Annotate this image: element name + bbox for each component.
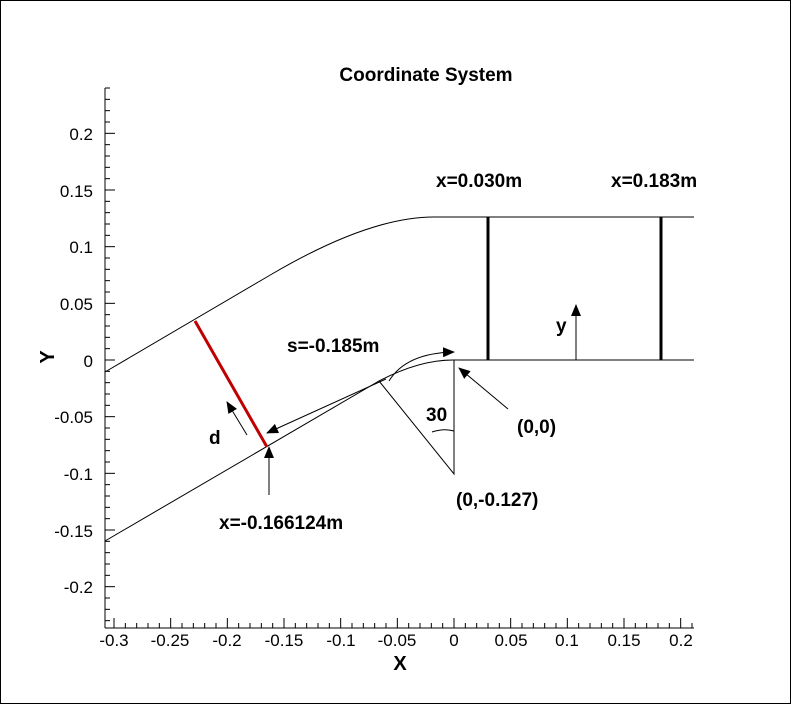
x-tick-label: -0.3	[99, 631, 128, 650]
x-axis-title: X	[393, 653, 407, 675]
y-axis-title: Y	[37, 350, 59, 364]
section-line-red	[193, 320, 269, 448]
y-tick-label: 0.1	[69, 238, 93, 257]
y-tick-label: 0.05	[60, 295, 93, 314]
s-arrow-back	[266, 378, 387, 434]
x-tick-label: -0.15	[265, 631, 304, 650]
x-tick-label: 0.15	[607, 631, 640, 650]
y-tick-label: -0.1	[64, 465, 93, 484]
x-tick-label: 0.05	[494, 631, 527, 650]
x-tick-label: 0.1	[555, 631, 579, 650]
label-y: y	[556, 316, 567, 337]
x-tick-labels: -0.3 -0.25 -0.2 -0.15 -0.1 -0.05 0 0.05 …	[99, 631, 692, 650]
x-tick-label: -0.1	[326, 631, 355, 650]
origin-arrow	[458, 367, 509, 410]
arrows	[226, 304, 581, 495]
x-tick-label: 0	[449, 631, 458, 650]
x-tick-label: -0.2	[212, 631, 241, 650]
duct-geometry	[104, 216, 694, 542]
label-x-183: x=0.183m	[611, 171, 697, 192]
diagram-title: Coordinate System	[339, 65, 512, 86]
angle-arc	[431, 429, 455, 433]
label-origin: (0,0)	[517, 417, 556, 438]
label-center: (0,-0.127)	[456, 490, 538, 511]
label-s: s=-0.185m	[287, 336, 379, 357]
x-tick-label: 0.2	[669, 631, 693, 650]
duct-lower-wall	[104, 359, 694, 542]
label-d: d	[209, 428, 221, 449]
tick-marks	[105, 87, 693, 628]
s-arrow-forward	[388, 347, 455, 382]
y-tick-label: -0.15	[54, 522, 93, 541]
y-tick-label: 0.15	[60, 182, 93, 201]
y-tick-label: -0.05	[54, 408, 93, 427]
turn-radius-lines	[378, 360, 455, 476]
x-tick-label: -0.25	[151, 631, 190, 650]
x-tick-label: -0.05	[378, 631, 417, 650]
label-x-030: x=0.030m	[436, 171, 522, 192]
label-angle: 30	[426, 405, 447, 426]
duct-upper-wall	[104, 216, 694, 373]
y-tick-label: 0	[84, 352, 93, 371]
y-tick-label: -0.2	[64, 578, 93, 597]
d-arrow	[226, 401, 248, 436]
label-x-neg: x=-0.166124m	[219, 513, 343, 534]
y-tick-labels: 0.2 0.15 0.1 0.05 0 -0.05 -0.1 -0.15 -0.…	[54, 125, 93, 597]
y-tick-label: 0.2	[69, 125, 93, 144]
